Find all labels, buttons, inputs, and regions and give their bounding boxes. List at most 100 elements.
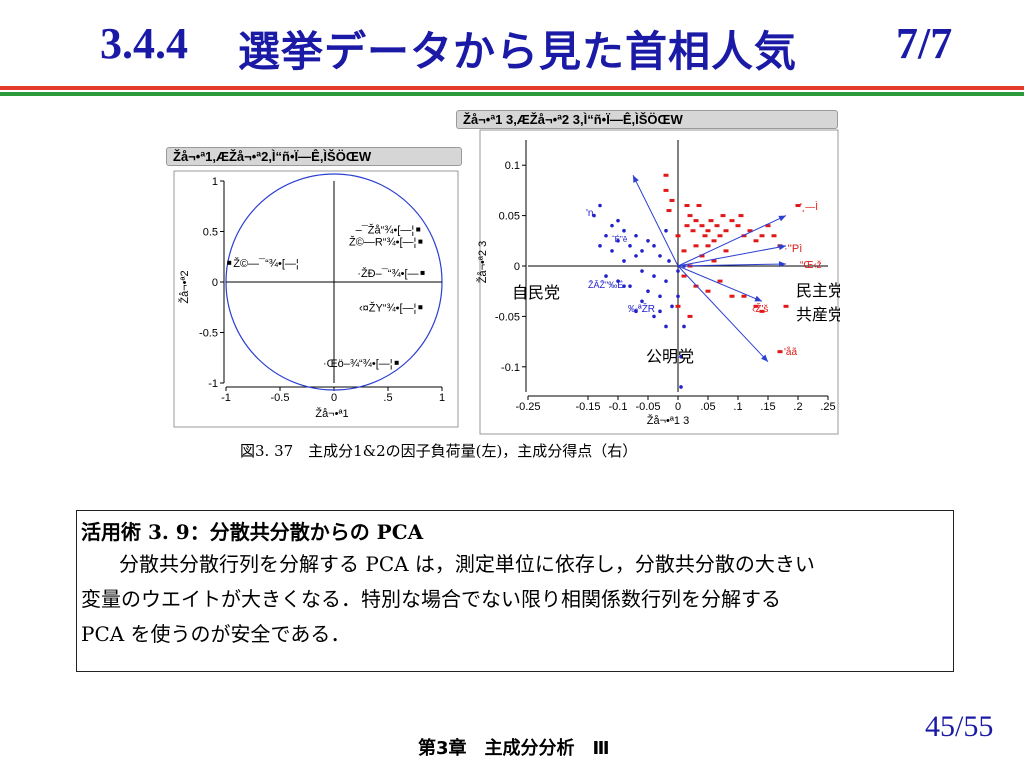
x-tick-label: -0.05	[635, 401, 660, 413]
red-rule	[0, 86, 1024, 90]
red-score-point	[723, 249, 729, 253]
y-tick-label: 0.1	[505, 160, 520, 172]
blue-score-point	[616, 279, 620, 283]
y-tick-label: -0.05	[495, 311, 520, 323]
page-number: 45/55	[925, 710, 994, 743]
red-score-point	[666, 209, 672, 213]
x-tick-label: -0.25	[515, 401, 540, 413]
blue-score-point	[679, 354, 683, 359]
red-score-point	[675, 304, 681, 308]
red-score-point	[729, 294, 735, 298]
blue-score-point	[634, 309, 638, 314]
blue-score-point	[622, 284, 626, 288]
red-score-point	[693, 244, 699, 248]
red-score-point	[759, 309, 765, 313]
x-tick-label: .2	[793, 401, 802, 413]
sub-page-indicator: 7/7	[896, 19, 953, 68]
arrow-head	[778, 215, 786, 222]
loading-point-label: –¯Žå“¾•[—¦	[356, 223, 415, 236]
loading-point	[418, 239, 423, 244]
blue-score-point	[640, 299, 644, 304]
red-score-point	[738, 214, 744, 218]
blue-score-point	[640, 269, 644, 273]
blue-score-point	[604, 274, 608, 278]
arrow-head	[633, 175, 639, 183]
x-tick-label: -0.5	[271, 392, 290, 404]
x-tick-label: -0.15	[575, 401, 600, 413]
red-score-point	[765, 224, 771, 228]
red-score-point	[795, 204, 801, 208]
loading-point	[227, 260, 232, 265]
blue-score-point	[622, 259, 626, 263]
blue-score-point	[676, 269, 680, 273]
red-score-point	[753, 239, 759, 243]
arrow-head	[778, 244, 786, 251]
tip-box: 活用術 3. 9：分散共分散からの PCA 分散共分散行列を分解する PCA は…	[76, 510, 954, 672]
tip-box-title: 活用術 3. 9：分散共分散からの PCA	[81, 520, 424, 544]
blue-score-point	[670, 304, 674, 309]
red-score-point	[669, 198, 675, 202]
red-score-point	[753, 304, 759, 308]
red-score-point	[711, 239, 717, 243]
blue-score-point	[664, 228, 668, 233]
arrow-head	[754, 295, 762, 302]
red-point-label: '¸—Ì	[800, 200, 818, 213]
red-score-point	[714, 224, 720, 228]
x-tick-label: .15	[760, 401, 775, 413]
red-point-label: “Œ‹ž	[800, 260, 822, 271]
party-label-dpj: 民主党	[796, 282, 840, 300]
red-score-point	[663, 173, 669, 177]
red-score-point	[708, 219, 714, 223]
blue-score-point	[622, 228, 626, 233]
red-score-point	[663, 188, 669, 192]
blue-score-point	[664, 279, 668, 283]
red-score-point	[699, 224, 705, 228]
red-score-point	[717, 234, 723, 238]
blue-score-point	[610, 223, 614, 228]
party-label-ldp: 自民党	[512, 284, 560, 302]
loading-arrow	[632, 175, 679, 267]
loading-arrow	[677, 263, 787, 267]
loading-point-label: ‹¤ŽY“¾•[—¦	[359, 301, 416, 314]
y-tick-label: 0.5	[203, 227, 218, 239]
red-score-point	[690, 229, 696, 233]
blue-score-point	[610, 249, 614, 253]
red-score-point	[705, 244, 711, 248]
loading-point-label: ·Œö–¾“¾•[—¦	[323, 358, 393, 370]
blue-score-point	[658, 254, 662, 258]
blue-score-point	[616, 239, 620, 243]
red-score-point	[684, 224, 690, 228]
blue-score-point	[616, 218, 620, 223]
tip-box-body: 分散共分散行列を分解する PCA は，測定単位に依存し，分散共分散の大きい 変量…	[81, 547, 953, 652]
red-score-point	[711, 259, 717, 263]
y-tick-label: 1	[212, 176, 218, 188]
tip-line: PCA を使うのが安全である．	[81, 622, 351, 646]
blue-score-point	[598, 244, 602, 248]
red-score-point	[741, 294, 747, 298]
blue-score-point	[664, 324, 668, 329]
arrow-head	[761, 354, 768, 362]
blue-score-point	[646, 289, 650, 293]
y-tick-label: 0	[212, 277, 218, 289]
loading-point	[416, 227, 421, 232]
y-tick-label: -1	[208, 378, 218, 390]
loading-point-label: ·ŽÐ–¯“¾•[—	[357, 267, 418, 280]
loading-plot-frame	[173, 170, 459, 428]
blue-score-point	[634, 254, 638, 258]
chapter-footer: 第3章 主成分分析 Ⅲ	[418, 738, 610, 759]
loading-point	[394, 360, 399, 365]
blue-score-point	[658, 309, 662, 314]
loading-x-axis-label: Žå¬•ª1	[315, 407, 348, 420]
red-score-point	[699, 254, 705, 258]
blue-score-point	[628, 284, 632, 288]
loading-point-label: Ž©—R“¾•[—¦	[349, 236, 416, 249]
blue-score-point	[676, 294, 680, 299]
section-number: 3.4.4	[100, 19, 188, 68]
blue-score-point	[679, 385, 683, 389]
red-score-point	[702, 234, 708, 238]
x-tick-label: .25	[820, 401, 835, 413]
red-score-point	[675, 234, 681, 238]
red-score-point	[705, 289, 711, 293]
red-score-point	[729, 219, 735, 223]
red-score-point	[687, 214, 693, 218]
